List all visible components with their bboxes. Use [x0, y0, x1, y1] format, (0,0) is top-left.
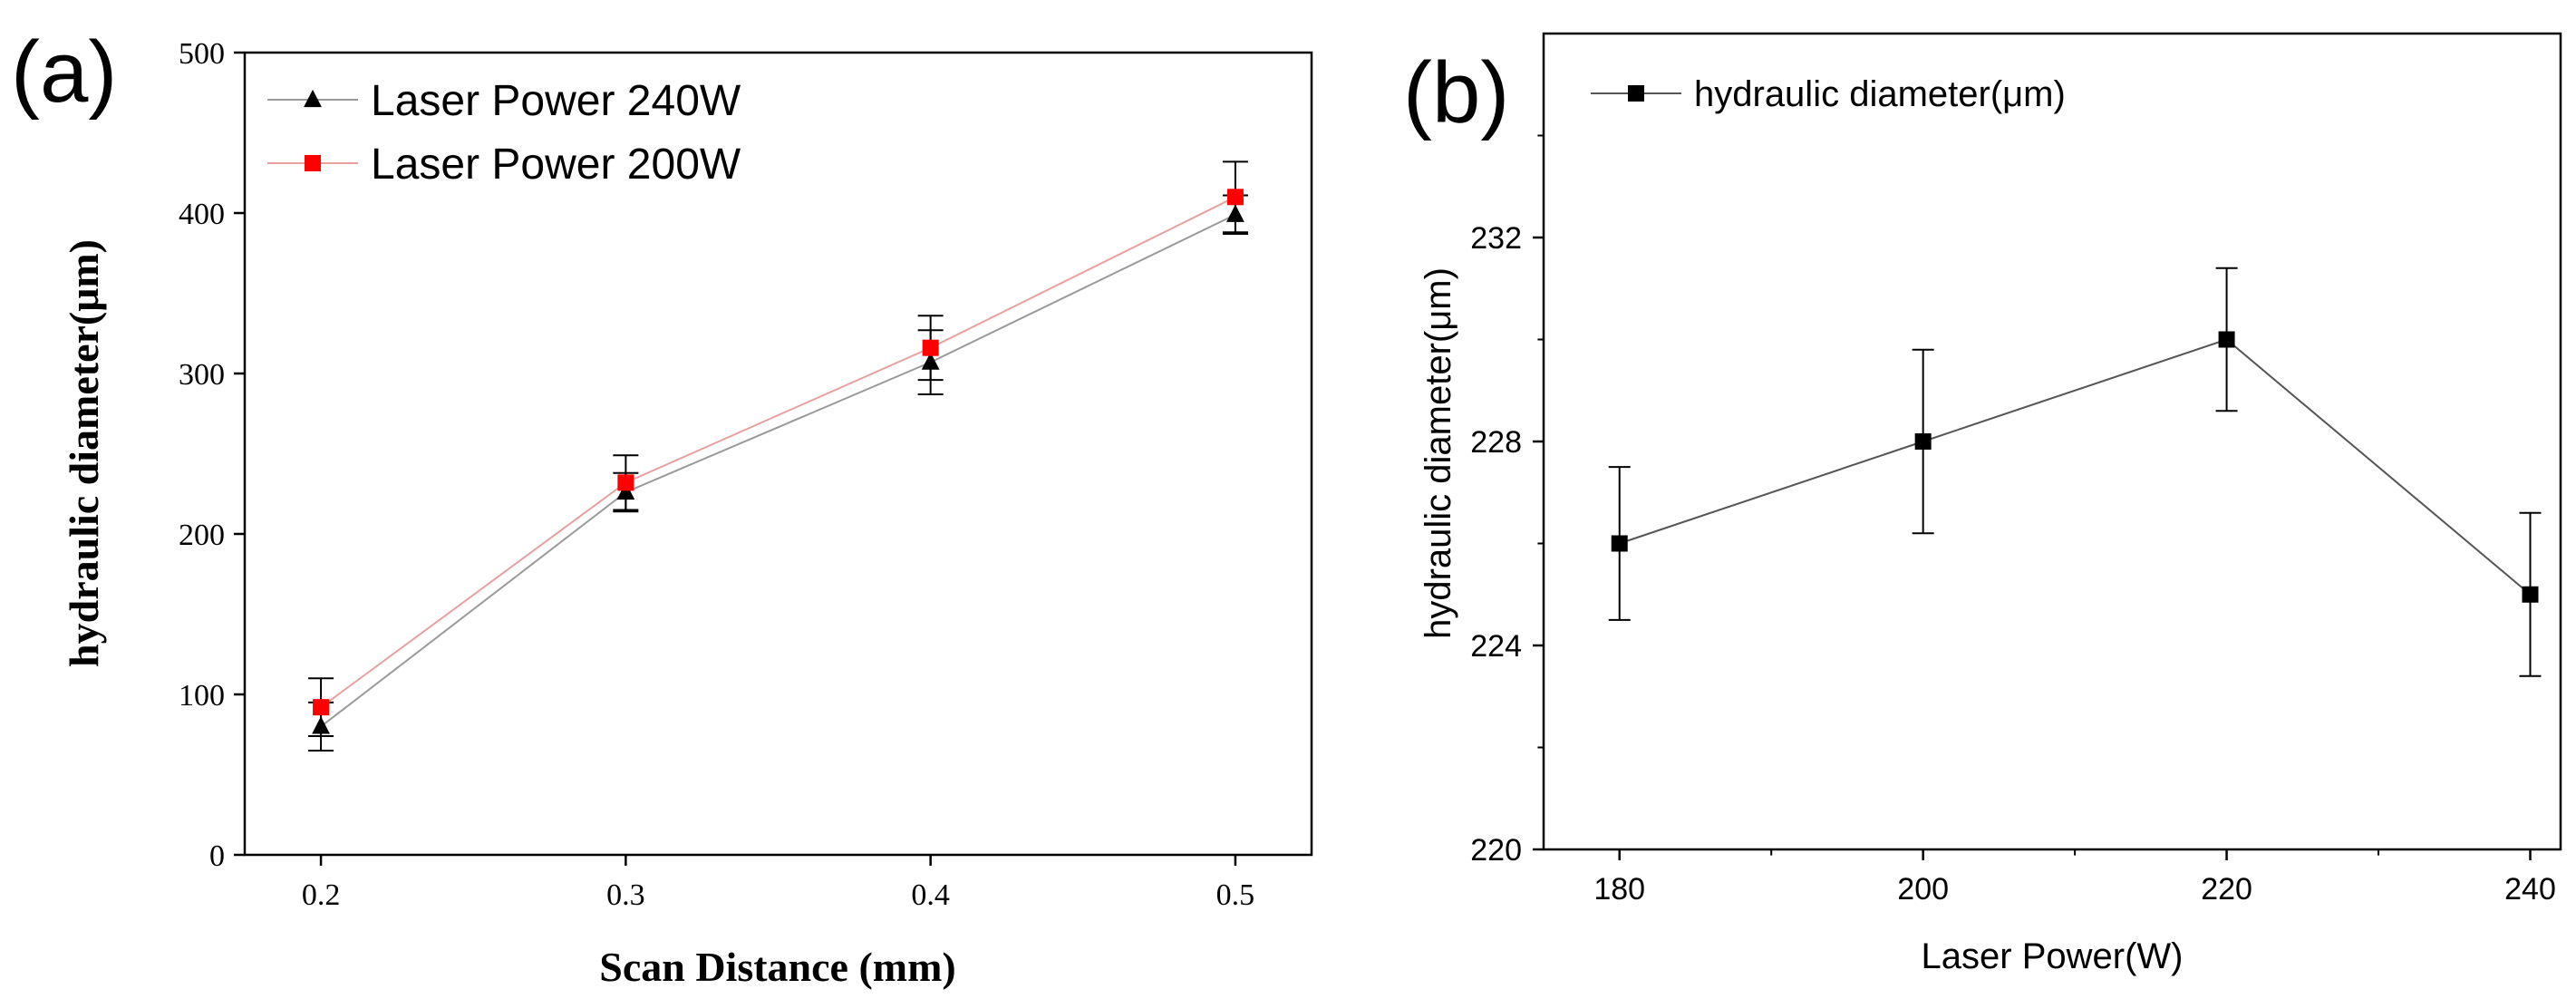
data-point — [922, 339, 939, 356]
x-tick-label: 0.4 — [911, 878, 950, 912]
legend-marker — [304, 89, 322, 108]
legend-marker — [305, 155, 321, 171]
series-b — [1608, 267, 2542, 677]
plot-a-frame — [243, 51, 1313, 857]
x-axis-label-a: Scan Distance (mm) — [599, 944, 956, 990]
legend-label: hydraulic diameter(μm) — [1694, 74, 2066, 114]
x-tick-label: 200 — [1897, 872, 1949, 907]
y-axis-label-a: hydraulic diameter(μm) — [61, 239, 107, 667]
panel-a-label: (a) — [11, 24, 117, 121]
data-point — [1914, 433, 1932, 450]
y-tick-label: 300 — [179, 358, 225, 392]
series-a — [308, 160, 1248, 752]
ticks-b: 180 200 220 240 220 224 228 232 — [1470, 134, 2556, 907]
data-point — [1611, 535, 1628, 552]
x-tick-label: 0.5 — [1216, 878, 1255, 912]
legend-label: Laser Power 200W — [371, 141, 741, 189]
panel-b: (b) Laser Power(W) hydraulic diameter(μm… — [1403, 32, 2562, 976]
y-tick-label: 0 — [209, 839, 225, 873]
x-tick-label: 240 — [2504, 872, 2556, 907]
data-point — [1226, 189, 1244, 206]
data-point — [617, 474, 634, 491]
series-line — [1619, 338, 2532, 596]
y-tick-label: 228 — [1470, 425, 1522, 460]
y-tick-label: 220 — [1470, 833, 1522, 868]
y-axis-label-b: hydraulic diameter(μm) — [1419, 267, 1458, 639]
panel-b-label: (b) — [1403, 44, 1509, 141]
y-tick-label: 224 — [1470, 629, 1522, 664]
x-tick-label: 0.3 — [606, 878, 645, 912]
legend-label: Laser Power 240W — [371, 77, 741, 125]
data-point — [313, 699, 330, 716]
data-point — [2522, 586, 2539, 603]
series-line — [320, 213, 1236, 728]
legend-marker — [1628, 85, 1644, 102]
series-line — [320, 196, 1236, 708]
x-tick-label: 220 — [2201, 872, 2252, 907]
ticks-a: 0.2 0.3 0.4 0.5 0 100 200 300 400 500 — [179, 37, 1254, 912]
x-tick-label: 0.2 — [302, 878, 341, 912]
plot-b-frame — [1542, 32, 2562, 851]
y-tick-label: 500 — [179, 37, 225, 71]
y-tick-label: 400 — [179, 198, 225, 231]
legend-b: hydraulic diameter(μm) — [1591, 74, 2066, 114]
y-tick-label: 200 — [179, 519, 225, 552]
y-tick-label: 232 — [1470, 221, 1522, 256]
y-tick-label: 100 — [179, 679, 225, 713]
x-tick-label: 180 — [1593, 872, 1645, 907]
legend-a: Laser Power 240W Laser Power 200W — [267, 77, 741, 189]
data-point — [2218, 331, 2235, 348]
panel-a: (a) Scan Distance (mm) hydraulic diamete… — [11, 24, 1313, 990]
x-axis-label-b: Laser Power(W) — [1922, 936, 2184, 976]
